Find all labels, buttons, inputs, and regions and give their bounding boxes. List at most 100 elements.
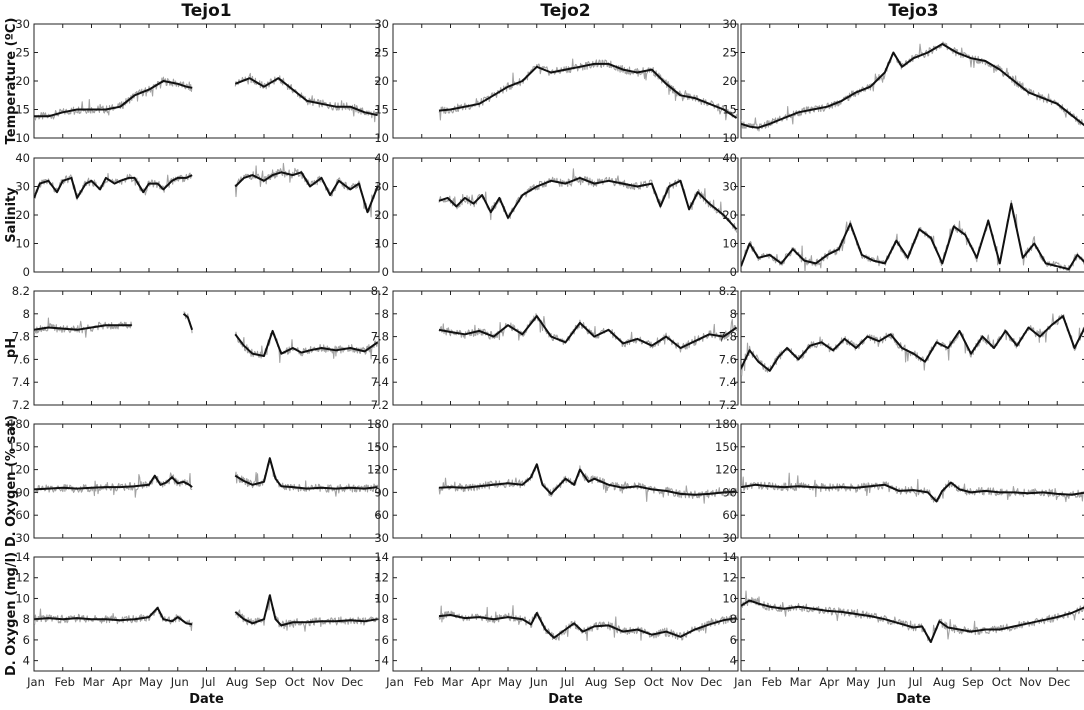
x-tick-label: Jan <box>733 675 752 689</box>
x-tick-label: Oct <box>285 675 305 689</box>
y-tick-label: 25 <box>374 46 389 60</box>
y-tick-label: 30 <box>374 180 389 194</box>
y-tick-label: 8 <box>730 307 737 321</box>
y-tick-label: 10 <box>722 237 737 251</box>
smoothed-series <box>234 77 378 117</box>
x-tick-label: Nov <box>1019 675 1042 689</box>
smoothed-series <box>34 474 193 491</box>
raw-series <box>34 472 193 498</box>
y-tick-label: 90 <box>15 485 30 499</box>
y-tick-label: 60 <box>374 508 389 522</box>
y-tick-label: 120 <box>367 463 389 477</box>
panel-tejo3-row2: 7.2 7.4 7.6 7.8 8 8.2 <box>719 284 1084 412</box>
y-tick-label: 7.8 <box>371 330 389 344</box>
x-tick-label: Sep <box>962 675 984 689</box>
panel-tejo2-row3: 30 60 90 120 150 180 <box>367 417 739 545</box>
x-tick-label: Aug <box>585 675 607 689</box>
y-tick-label: 8 <box>382 307 389 321</box>
plot-frame <box>740 157 1084 273</box>
y-tick-label: 10 <box>722 131 737 145</box>
y-tick-label: 8 <box>23 612 30 626</box>
y-tick-label: 15 <box>15 103 30 117</box>
y-tick-label: 150 <box>367 440 389 454</box>
panel-tejo1-row3: 30 60 90 120 150 180 <box>8 417 380 545</box>
smoothed-series <box>34 174 193 199</box>
y-tick-label: 10 <box>15 131 30 145</box>
x-tick-label: Aug <box>226 675 248 689</box>
y-tick-label: 10 <box>374 237 389 251</box>
smoothed-series <box>234 171 379 214</box>
y-tick-label: 14 <box>15 550 30 564</box>
y-tick-label: 20 <box>15 74 30 88</box>
y-tick-label: 7.8 <box>12 330 30 344</box>
y-tick-label: 30 <box>15 531 30 545</box>
plot-frame <box>33 157 380 273</box>
smoothed-series <box>234 329 379 357</box>
x-tick-label: Oct <box>644 675 664 689</box>
x-tick-label: Jun <box>170 675 189 689</box>
y-tick-label: 30 <box>722 180 737 194</box>
panel-tejo2-row1: 0 10 20 30 40 <box>374 151 739 279</box>
y-tick-label: 4 <box>730 654 737 668</box>
y-tick-label: 7.2 <box>371 398 389 412</box>
panel-tejo1-row1: 0 10 20 30 40 <box>15 151 380 279</box>
y-tick-label: 40 <box>15 151 30 165</box>
smoothed-series <box>234 594 378 627</box>
x-tick-label: Apr <box>819 675 839 689</box>
y-tick-label: 30 <box>15 17 30 31</box>
y-tick-label: 40 <box>374 151 389 165</box>
y-tick-label: 10 <box>15 237 30 251</box>
y-tick-label: 120 <box>715 463 737 477</box>
smoothed-series <box>741 43 1084 129</box>
x-tick-label: Feb <box>55 675 75 689</box>
smoothed-series <box>741 202 1084 271</box>
x-tick-label: Mar <box>442 675 464 689</box>
x-tick-label: Jan <box>385 675 404 689</box>
y-tick-label: 10 <box>722 591 737 605</box>
x-tick-label: Sep <box>614 675 636 689</box>
y-tick-label: 8 <box>23 307 30 321</box>
plot-frame <box>740 423 1084 539</box>
x-axis-label: Date <box>548 692 583 707</box>
plot-frame <box>33 23 380 139</box>
y-tick-label: 15 <box>374 103 389 117</box>
smoothed-series <box>741 481 1084 503</box>
y-tick-label: 40 <box>722 151 737 165</box>
y-tick-label: 7.2 <box>719 398 737 412</box>
y-tick-label: 90 <box>722 485 737 499</box>
x-axis-label: Date <box>189 692 224 707</box>
y-tick-label: 10 <box>374 591 389 605</box>
smoothed-series <box>182 313 194 331</box>
y-tick-label: 180 <box>8 417 30 431</box>
panel-tejo2-row0: 10 15 20 25 30 <box>374 17 739 145</box>
panel-tejo1-row2: 7.2 7.4 7.6 7.8 8 8.2 <box>12 284 380 412</box>
row-label-1: Salinity <box>4 187 19 243</box>
y-tick-label: 30 <box>374 17 389 31</box>
raw-series <box>34 606 193 631</box>
y-tick-label: 60 <box>15 508 30 522</box>
x-tick-label: Dec <box>700 675 722 689</box>
plot-frame <box>33 556 380 672</box>
y-tick-label: 25 <box>15 46 30 60</box>
panel-tejo3-row3: 30 60 90 120 150 180 <box>715 417 1084 545</box>
x-tick-label: Jul <box>201 675 216 689</box>
y-tick-label: 30 <box>722 531 737 545</box>
y-tick-label: 6 <box>730 633 737 647</box>
x-tick-label: May <box>139 675 163 689</box>
y-tick-label: 4 <box>23 654 30 668</box>
x-tick-label: Feb <box>414 675 434 689</box>
row-label-4: D. Oxygen (mg/l) <box>4 552 19 676</box>
y-tick-label: 4 <box>382 654 389 668</box>
y-tick-label: 7.6 <box>371 352 389 366</box>
y-tick-label: 14 <box>722 550 737 564</box>
y-tick-label: 120 <box>8 463 30 477</box>
y-tick-label: 6 <box>382 633 389 647</box>
y-tick-label: 0 <box>730 265 737 279</box>
row-label-0: Temperature (ºC) <box>4 18 19 145</box>
x-tick-label: Dec <box>341 675 363 689</box>
x-tick-label: Jan <box>26 675 45 689</box>
smoothed-series <box>234 457 378 490</box>
y-tick-label: 30 <box>374 531 389 545</box>
x-tick-label: Nov <box>671 675 694 689</box>
